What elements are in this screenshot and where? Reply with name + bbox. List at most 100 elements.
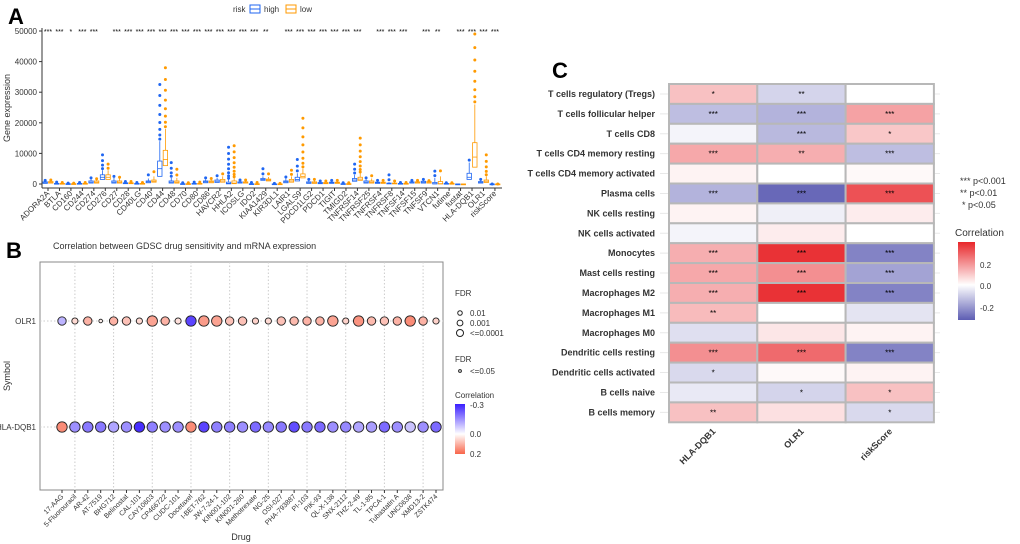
row-label: Plasma cells — [601, 188, 655, 198]
panel-label-c: C — [552, 58, 568, 83]
significance-label: *** — [90, 29, 98, 36]
box-low — [300, 173, 306, 179]
row-label: B cells memory — [588, 407, 655, 417]
significance-label: *** — [388, 29, 396, 36]
significance-label: *** — [285, 29, 293, 36]
significance-label: ** — [263, 29, 269, 36]
outlier-point-high — [398, 180, 402, 184]
outlier-point-high — [158, 103, 162, 107]
outlier-point-high — [181, 181, 185, 185]
bubble-OLR1 — [160, 316, 170, 326]
legend-corr-bar — [455, 404, 465, 454]
outlier-point-low — [450, 181, 454, 185]
outlier-point-high — [169, 161, 173, 165]
outlier-point-low — [347, 181, 351, 185]
legend-corr-tick: -0.2 — [980, 304, 994, 313]
heatmap-cell — [756, 222, 847, 245]
outlier-point-high — [227, 176, 231, 180]
outlier-point-high — [227, 151, 231, 155]
outlier-point-low — [72, 181, 76, 185]
significance-label: *** — [227, 29, 235, 36]
outlier-point-high — [261, 167, 265, 171]
box-low — [231, 180, 237, 185]
outlier-point-low — [473, 46, 477, 50]
legend-fdr-title: FDR — [455, 289, 472, 298]
outlier-point-low — [232, 165, 236, 169]
legend-fdr2-label: <=0.05 — [470, 367, 495, 376]
bubble-OLR1 — [432, 317, 440, 325]
significance-label: *** — [468, 29, 476, 36]
outlier-point-low — [473, 79, 477, 83]
legend-corr-tick: -0.3 — [470, 401, 484, 410]
outlier-point-high — [227, 171, 231, 175]
legend-corr-tick: 0.2 — [980, 261, 992, 270]
bubble-OLR1 — [121, 316, 132, 326]
significance-label: *** — [353, 29, 361, 36]
significance-label: *** — [456, 29, 464, 36]
row-label: Monocytes — [608, 248, 655, 258]
bubble-OLR1 — [251, 317, 259, 325]
heatmap-cell — [844, 202, 935, 225]
bubble-HLA-DQB1 — [275, 421, 287, 433]
legend-fdr-label: 0.001 — [470, 319, 491, 328]
outlier-point-low — [358, 136, 362, 140]
outlier-point-high — [479, 177, 483, 181]
outlier-point-low — [140, 180, 144, 184]
outlier-point-high — [295, 169, 299, 173]
outlier-point-low — [473, 32, 477, 36]
heatmap-cell — [844, 361, 935, 384]
outlier-point-high — [410, 178, 414, 182]
outlier-point-high — [353, 171, 357, 175]
bubble-HLA-DQB1 — [133, 421, 146, 433]
outlier-point-high — [158, 127, 162, 131]
bubble-panel: Correlation between GDSC drug sensitivit… — [0, 241, 504, 542]
outlier-point-low — [152, 170, 156, 174]
legend-sig-3: * p<0.05 — [962, 200, 996, 210]
outlier-point-low — [163, 107, 167, 111]
panel-label-b: B — [6, 238, 22, 263]
box-low — [162, 149, 168, 167]
outlier-point-low — [209, 176, 213, 180]
bubble-HLA-DQB1 — [365, 421, 378, 433]
outlier-point-low — [484, 169, 488, 173]
legend-fdr-circle — [455, 328, 465, 338]
outlier-point-low — [232, 156, 236, 160]
outlier-point-high — [433, 169, 437, 173]
outlier-point-low — [49, 178, 53, 182]
legend-sig-1: *** p<0.001 — [960, 176, 1006, 186]
bubble-OLR1 — [276, 316, 286, 326]
outlier-point-high — [387, 178, 391, 182]
outlier-point-low — [381, 178, 385, 182]
outlier-point-low — [163, 125, 167, 129]
bubble-HLA-DQB1 — [146, 421, 158, 433]
outlier-point-low — [301, 126, 305, 130]
legend-fdr2-circle — [458, 369, 462, 373]
legend-corr-title: Correlation — [955, 228, 1004, 239]
outlier-point-low — [301, 156, 305, 160]
outlier-point-high — [101, 159, 104, 163]
bubble-OLR1 — [174, 317, 182, 325]
significance-label: * — [712, 369, 715, 378]
outlier-point-low — [278, 181, 282, 185]
outlier-point-low — [255, 180, 259, 184]
bubble-OLR1 — [198, 315, 210, 327]
bubble-OLR1 — [83, 316, 93, 326]
significance-label: ** — [798, 150, 804, 159]
outlier-point-high — [192, 180, 196, 184]
outlier-point-high — [318, 179, 322, 183]
outlier-point-high — [467, 158, 471, 162]
row-label: T cells regulatory (Tregs) — [548, 89, 655, 99]
outlier-point-high — [169, 174, 173, 178]
legend-corr-bar — [958, 242, 975, 320]
bubble-OLR1 — [392, 316, 402, 326]
bubble-HLA-DQB1 — [340, 421, 352, 433]
significance-label: *** — [708, 269, 717, 278]
significance-label: *** — [55, 29, 63, 36]
outlier-point-low — [232, 144, 236, 148]
outlier-point-high — [204, 176, 208, 180]
bubble-HLA-DQB1 — [301, 421, 313, 433]
bubble-HLA-DQB1 — [82, 421, 94, 433]
bubble-HLA-DQB1 — [236, 421, 249, 433]
legend-corr-title: Correlation — [455, 391, 494, 400]
